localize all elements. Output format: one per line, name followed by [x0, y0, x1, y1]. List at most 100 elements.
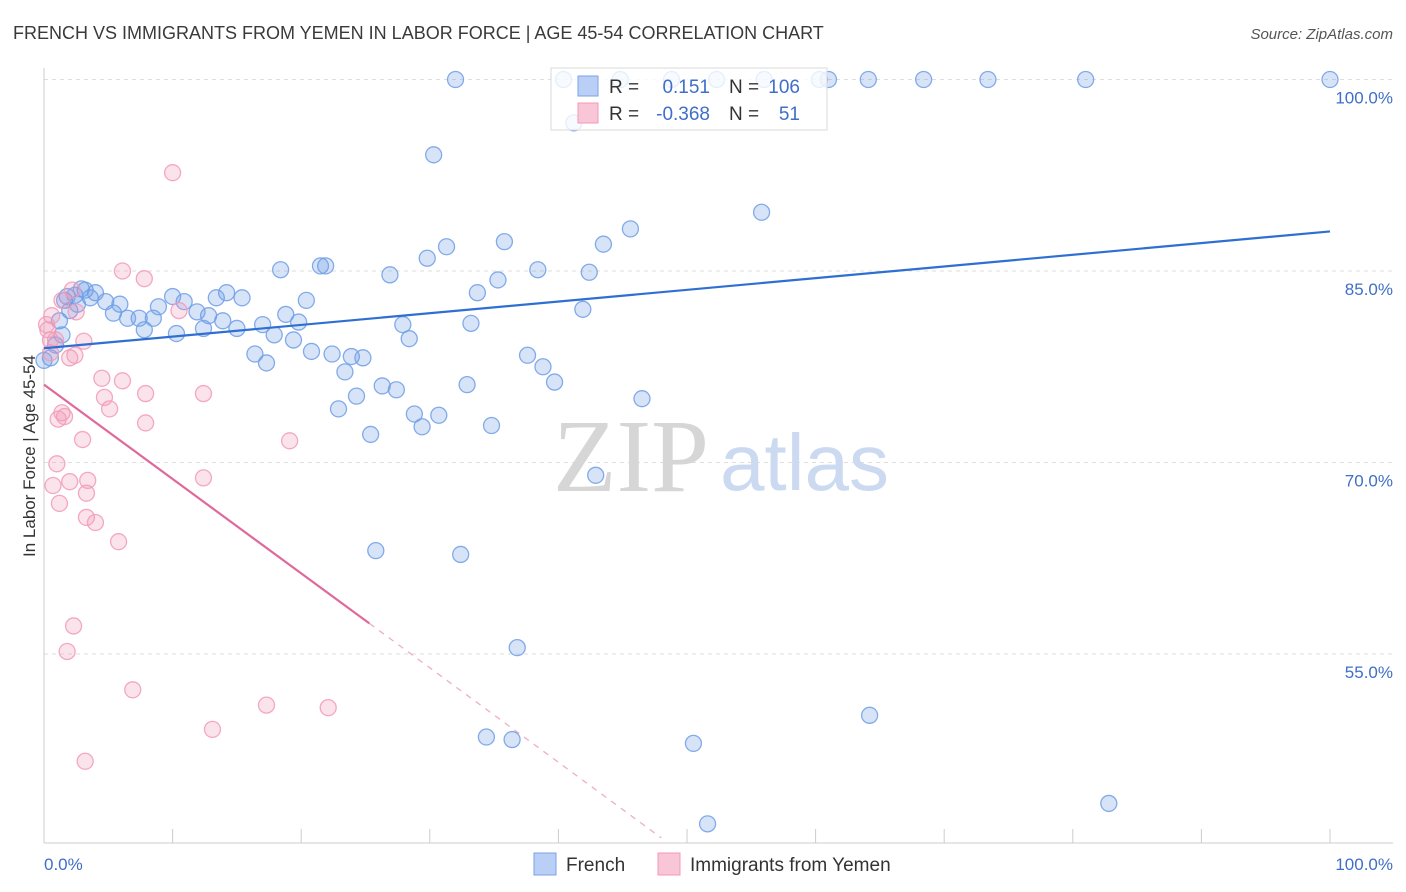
- yemen-point: [100, 400, 119, 418]
- y-tick-label: 55.0%: [1345, 663, 1393, 682]
- yemen-point: [109, 533, 128, 551]
- legend-n-label: N =: [729, 104, 759, 125]
- y-tick-label: 85.0%: [1345, 280, 1393, 299]
- french-point: [859, 70, 877, 89]
- french-point: [534, 358, 552, 376]
- french-point: [587, 466, 605, 484]
- french-point: [698, 815, 717, 833]
- french-point: [489, 271, 507, 289]
- yemen-point: [135, 270, 153, 288]
- series-legend-label-yemen: Immigrants from Yemen: [690, 855, 891, 876]
- french-point: [289, 313, 308, 331]
- french-point: [144, 309, 162, 327]
- watermark-zip: ZIP: [553, 399, 709, 514]
- french-point: [257, 354, 276, 372]
- french-point: [413, 418, 431, 436]
- legend-r-label: R =: [609, 77, 639, 98]
- yemen-point: [63, 281, 81, 299]
- legend-swatch-yemen: [577, 102, 599, 124]
- french-point: [316, 257, 335, 275]
- legend-r-value-yemen: -0.368: [656, 104, 710, 125]
- french-point: [545, 373, 564, 391]
- french-point: [503, 730, 521, 749]
- yemen-point: [194, 469, 213, 487]
- series-legend: French Immigrants from Yemen: [533, 852, 891, 876]
- french-point: [495, 232, 514, 251]
- x-ticks: [172, 829, 1331, 843]
- legend-r-value-french: 0.151: [662, 77, 710, 98]
- french-point: [354, 349, 372, 367]
- series-legend-swatch-yemen: [657, 852, 681, 876]
- french-point: [425, 146, 443, 164]
- yemen-point: [64, 617, 83, 635]
- yemen-point: [319, 699, 337, 717]
- french-point: [284, 331, 303, 349]
- french-point: [271, 261, 290, 279]
- french-point: [400, 330, 418, 348]
- yemen-point: [75, 332, 93, 350]
- french-point: [207, 289, 225, 307]
- french-point: [72, 280, 90, 298]
- french-point: [217, 284, 236, 302]
- legend-swatch-french: [577, 75, 599, 97]
- french-point: [508, 639, 526, 657]
- french-point: [418, 249, 436, 267]
- yemen-point: [113, 372, 132, 390]
- french-point: [329, 400, 348, 418]
- legend-n-value-yemen: 51: [779, 104, 800, 125]
- yemen-points: [37, 164, 337, 770]
- yemen-trend-extension: [368, 622, 662, 839]
- yemen-point: [170, 301, 188, 320]
- french-point: [477, 728, 496, 746]
- legend-n-value-french: 106: [768, 77, 800, 98]
- x-tick-label-max: 100.0%: [1335, 855, 1393, 874]
- french-point: [175, 292, 193, 311]
- french-point: [311, 257, 330, 275]
- french-point: [297, 291, 315, 310]
- yemen-point: [76, 752, 94, 770]
- yemen-point: [77, 484, 96, 502]
- french-point: [621, 220, 640, 238]
- french-point: [1321, 70, 1339, 89]
- yemen-point: [49, 410, 67, 428]
- yemen-point: [257, 696, 276, 714]
- french-point: [302, 342, 321, 361]
- french-point: [381, 266, 399, 284]
- y-axis-label: In Labor Force | Age 45-54: [20, 355, 39, 557]
- french-point: [594, 235, 613, 253]
- french-point: [167, 324, 186, 343]
- french-point: [336, 363, 354, 381]
- chart-title: FRENCH VS IMMIGRANTS FROM YEMEN IN LABOR…: [13, 23, 824, 43]
- french-point: [265, 326, 283, 344]
- french-point: [111, 295, 129, 313]
- french-point: [387, 381, 406, 399]
- yemen-point: [66, 346, 84, 364]
- yemen-point: [67, 303, 85, 321]
- yemen-point: [61, 473, 79, 491]
- french-point: [462, 314, 480, 333]
- french-point: [529, 261, 547, 279]
- french-point: [430, 406, 448, 424]
- french-point: [860, 706, 879, 724]
- yemen-point: [163, 164, 182, 182]
- y-tick-label: 70.0%: [1345, 472, 1393, 491]
- yemen-point: [136, 414, 155, 432]
- y-tick-label: 100.0%: [1335, 88, 1393, 107]
- yemen-point: [77, 508, 96, 527]
- french-point: [752, 203, 771, 221]
- yemen-point: [48, 455, 66, 473]
- french-point: [1077, 70, 1095, 89]
- french-point: [482, 416, 501, 435]
- x-tick-label-min: 0.0%: [44, 855, 83, 874]
- yemen-point: [41, 331, 60, 349]
- french-point: [323, 345, 341, 363]
- yemen-point: [124, 681, 142, 699]
- french-point: [468, 284, 487, 302]
- french-trend-line: [43, 230, 1331, 350]
- series-legend-label-french: French: [566, 855, 625, 876]
- french-point: [277, 305, 295, 324]
- yemen-point: [194, 384, 213, 403]
- french-point: [405, 405, 424, 423]
- legend-n-label: N =: [729, 77, 759, 98]
